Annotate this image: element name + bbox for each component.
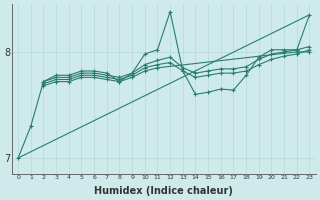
X-axis label: Humidex (Indice chaleur): Humidex (Indice chaleur) bbox=[94, 186, 233, 196]
